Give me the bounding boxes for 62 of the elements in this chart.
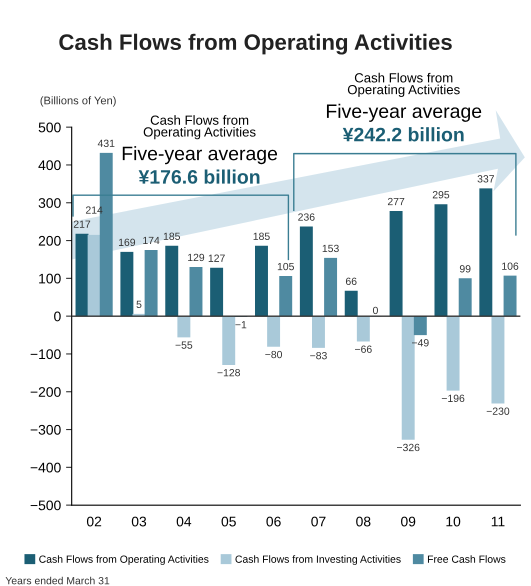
data-label: −49 — [412, 339, 429, 346]
data-label: 169 — [118, 238, 136, 246]
y-tick-label: −500 — [30, 500, 61, 510]
x-tick-label: 02 — [86, 516, 102, 526]
data-label: 106 — [502, 262, 518, 270]
data-label: −128 — [218, 368, 240, 376]
text: Years ended March 31 — [6, 576, 110, 584]
annotation: ¥242.2 billion — [342, 127, 464, 142]
x-tick-label: 08 — [356, 516, 370, 526]
y-axis-title: (Billions of Yen) — [40, 96, 116, 107]
data-label: 129 — [188, 254, 204, 262]
data-label: 99 — [460, 265, 470, 272]
text: Cash Flows from Operating Activities — [348, 72, 460, 97]
data-label: −83 — [310, 352, 327, 360]
annotation: Cash Flows from Operating Activities — [144, 115, 256, 140]
x-tick-label: 03 — [132, 516, 146, 526]
y-tick-label: 200 — [38, 236, 61, 246]
x-tick-label: 10 — [446, 516, 460, 526]
legend-label: Cash Flows from Operating Activities — [39, 555, 209, 565]
data-label: 105 — [278, 262, 294, 270]
data-label: 153 — [322, 244, 339, 252]
x-tick-label: 09 — [401, 516, 416, 526]
data-label: 217 — [74, 220, 90, 228]
data-label: −55 — [176, 341, 192, 349]
data-label: 174 — [143, 236, 160, 244]
data-label: 277 — [388, 198, 404, 206]
legend-label: Cash Flows from Investing Activities — [235, 555, 401, 565]
x-tick-label: 11 — [492, 516, 504, 526]
data-label: −80 — [265, 350, 282, 358]
x-tick-label: 06 — [266, 516, 281, 526]
y-tick-label: −200 — [30, 387, 61, 397]
data-label: −66 — [355, 346, 372, 353]
y-tick-label: 100 — [39, 274, 61, 284]
y-tick-label: 500 — [38, 122, 61, 132]
data-label: 337 — [478, 175, 494, 183]
x-tick-label: 07 — [311, 516, 326, 526]
data-label: 185 — [254, 232, 270, 240]
data-label: 185 — [164, 232, 180, 240]
data-label: −1 — [235, 321, 246, 328]
y-tick-label: 400 — [38, 160, 61, 170]
annotation: ¥176.6 billion — [138, 170, 260, 184]
x-tick-label: 05 — [222, 516, 236, 526]
y-tick-label: 0 — [54, 311, 61, 322]
chart-title: Cash Flows from Operating Activities — [59, 34, 452, 55]
data-label: 5 — [136, 300, 142, 308]
data-label: 66 — [346, 278, 357, 285]
data-label: 431 — [98, 140, 114, 148]
data-label: −196 — [442, 394, 464, 402]
y-tick-label: 300 — [38, 198, 61, 208]
data-label: 236 — [298, 213, 315, 221]
x-tick-label: 04 — [176, 516, 192, 526]
y-tick-label: −300 — [30, 424, 61, 435]
data-label: 0 — [372, 306, 378, 314]
y-tick-label: −400 — [30, 462, 61, 473]
annotation: Five-year average — [122, 146, 278, 164]
data-label: 127 — [208, 254, 225, 262]
y-tick-label: −100 — [30, 349, 61, 360]
data-label: −326 — [396, 444, 420, 452]
legend-label: Free Cash Flows — [428, 555, 506, 563]
data-label: −230 — [486, 408, 510, 415]
text: Five-year average — [326, 104, 482, 122]
data-label: 295 — [432, 191, 450, 198]
